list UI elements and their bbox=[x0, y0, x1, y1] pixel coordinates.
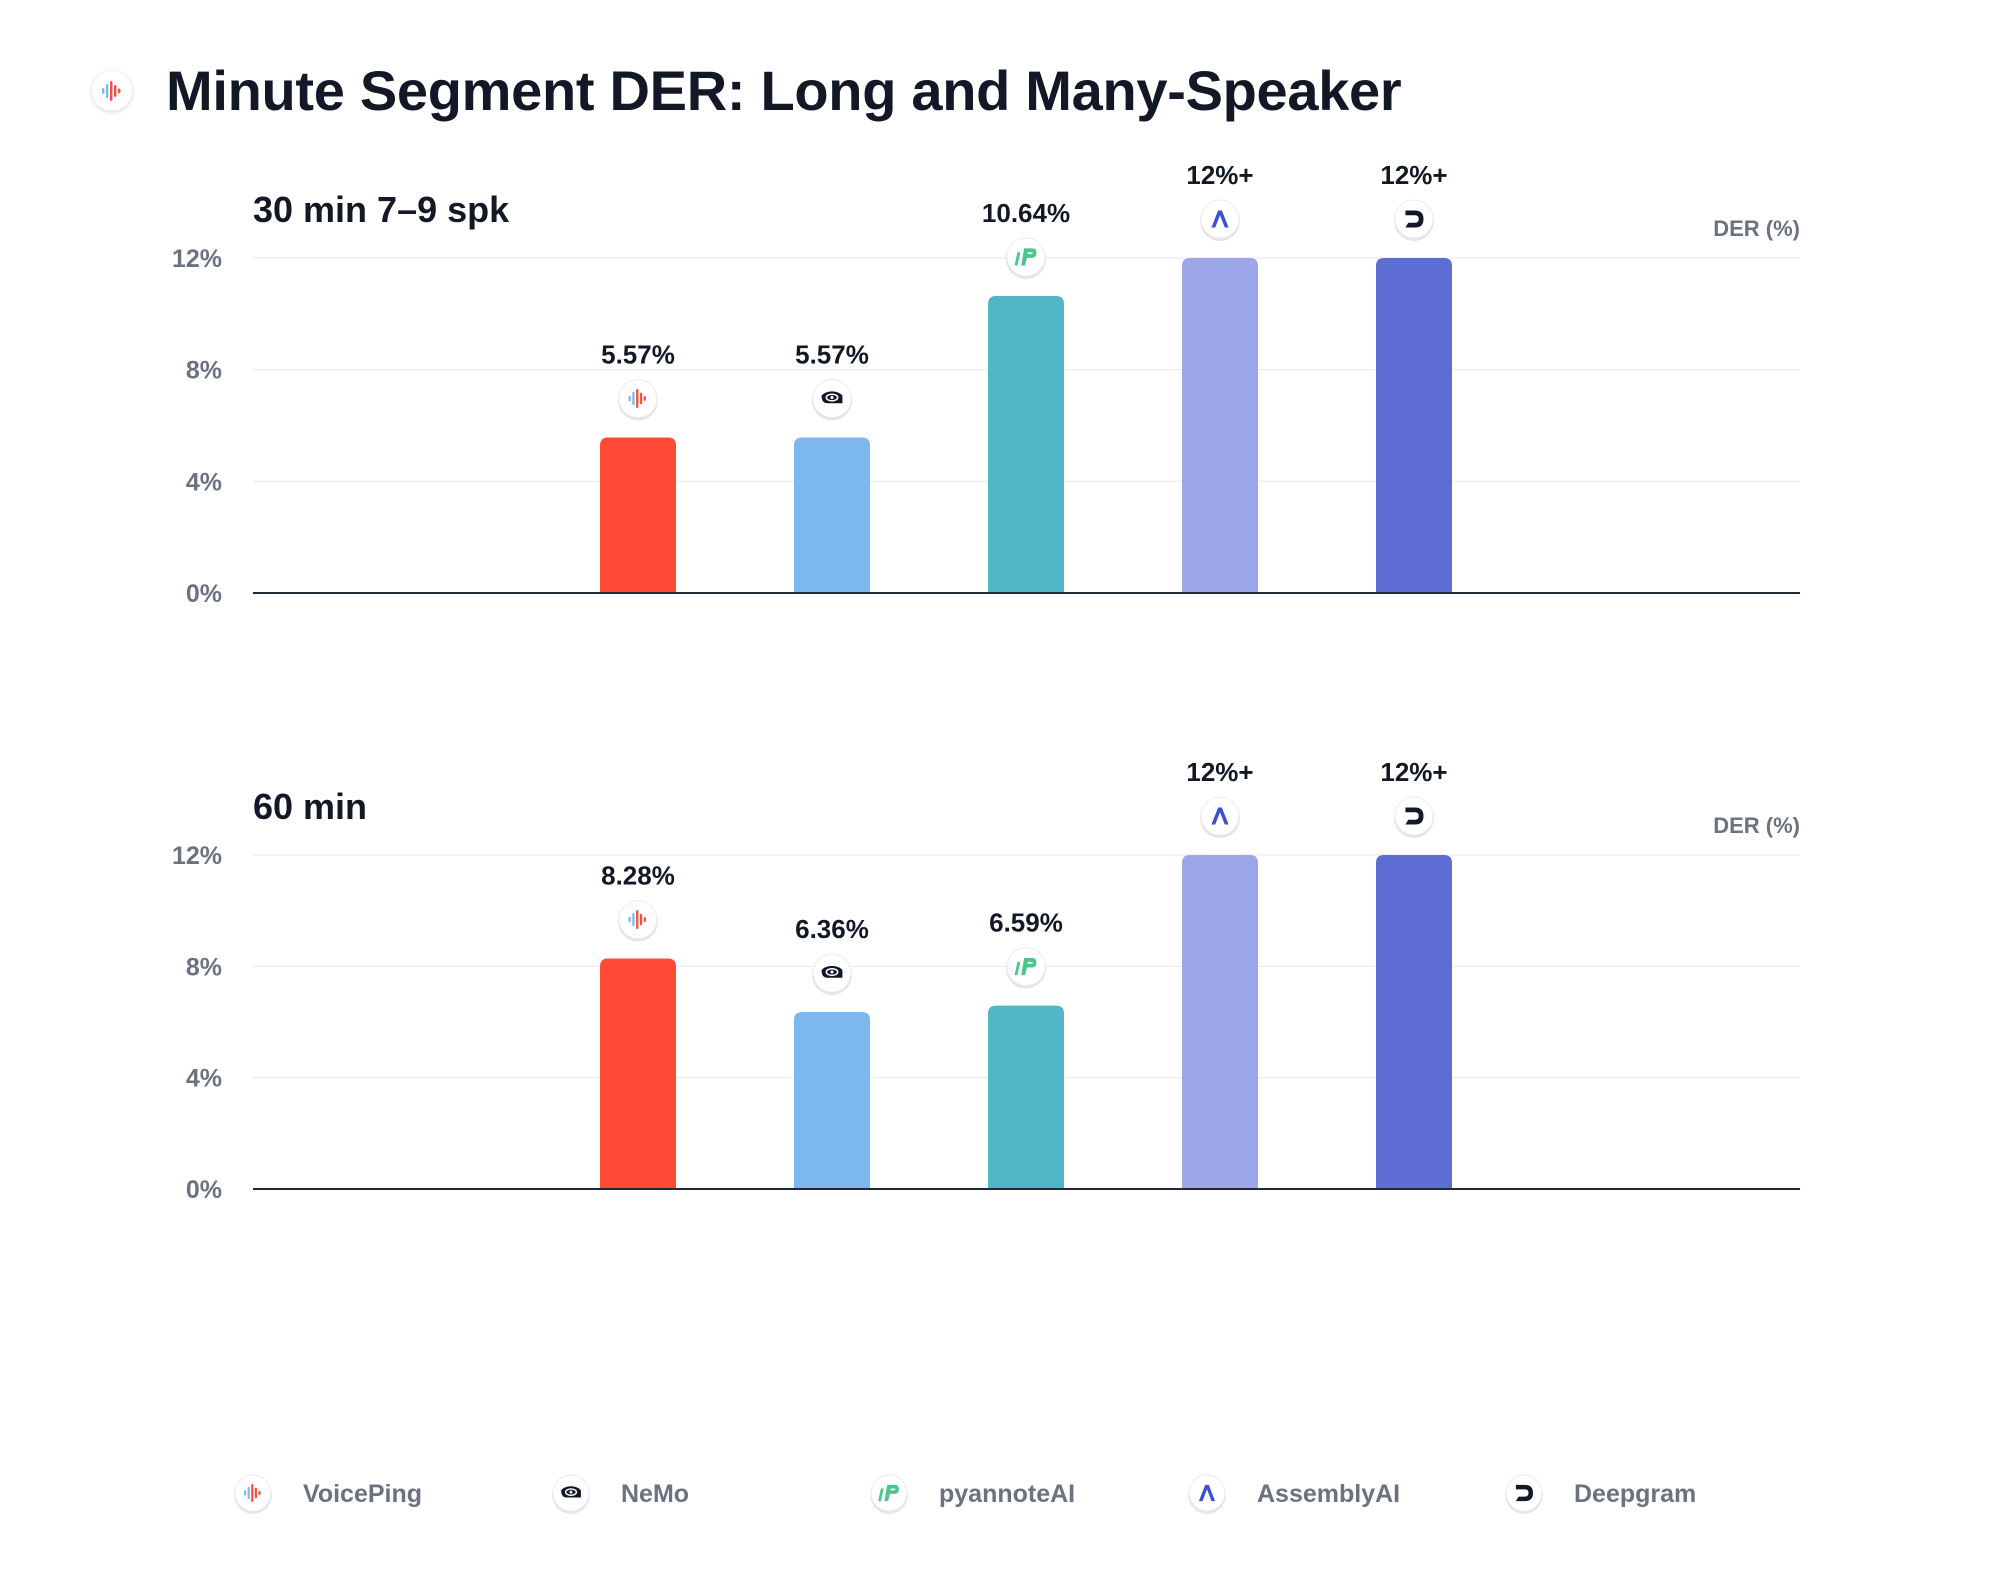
data-label: 6.36% bbox=[795, 914, 869, 944]
data-label: 12%+ bbox=[1186, 757, 1253, 787]
legend-label: NeMo bbox=[621, 1480, 689, 1508]
deepgram-icon bbox=[1394, 796, 1434, 838]
data-label: 12%+ bbox=[1186, 160, 1253, 190]
chart-title: Minute Segment DER: Long and Many-Speake… bbox=[166, 59, 1402, 122]
y-tick-label: 8% bbox=[186, 357, 222, 385]
data-label: 5.57% bbox=[601, 340, 675, 370]
y-tick-label: 0% bbox=[186, 580, 222, 608]
legend-item-voiceping: VoicePing bbox=[234, 1474, 422, 1514]
voiceping-icon bbox=[618, 900, 658, 942]
y-tick-label: 4% bbox=[186, 1065, 222, 1093]
bar-voiceping bbox=[600, 437, 676, 593]
panel-title: 60 min bbox=[253, 786, 367, 827]
assemblyai-icon bbox=[1200, 796, 1240, 838]
y-tick-label: 12% bbox=[172, 842, 222, 870]
bar-deepgram bbox=[1376, 258, 1452, 593]
chart-title-row: Minute Segment DER: Long and Many-Speake… bbox=[92, 58, 1402, 123]
legend: VoicePing NeMo pyannoteAI AssemblyAI Deepgra… bbox=[234, 1474, 1696, 1514]
data-label: 8.28% bbox=[601, 861, 675, 891]
voiceping-icon bbox=[234, 1474, 272, 1514]
legend-item-pyannoteai: pyannoteAI bbox=[870, 1474, 1075, 1514]
data-label: 12%+ bbox=[1380, 757, 1447, 787]
legend-label: pyannoteAI bbox=[939, 1480, 1075, 1508]
bar-nemo bbox=[794, 1011, 870, 1189]
bar-deepgram bbox=[1376, 855, 1452, 1189]
bar-assemblyai bbox=[1182, 258, 1258, 593]
data-label: 5.57% bbox=[795, 340, 869, 370]
bar-pyannoteai bbox=[988, 1005, 1064, 1189]
chart-panel-1: 30 min 7–9 spk DER (%) 0% 4% 8% 12% 5.57% 5.57%… bbox=[172, 160, 1800, 608]
bar-pyannoteai bbox=[988, 295, 1064, 593]
assemblyai-icon bbox=[1200, 199, 1240, 241]
voiceping-icon bbox=[92, 70, 132, 111]
y-axis-label: DER (%) bbox=[1713, 813, 1800, 838]
legend-label: AssemblyAI bbox=[1257, 1480, 1400, 1508]
pyannoteai-icon bbox=[1006, 237, 1046, 279]
assemblyai-icon bbox=[1188, 1474, 1226, 1514]
legend-label: VoicePing bbox=[303, 1480, 422, 1508]
voiceping-icon bbox=[618, 379, 658, 421]
data-label: 12%+ bbox=[1380, 160, 1447, 190]
y-tick-label: 0% bbox=[186, 1176, 222, 1204]
y-tick-label: 4% bbox=[186, 468, 222, 496]
data-label: 6.59% bbox=[989, 908, 1063, 938]
legend-item-assemblyai: AssemblyAI bbox=[1188, 1474, 1400, 1514]
deepgram-icon bbox=[1505, 1474, 1543, 1514]
pyannoteai-icon bbox=[1006, 947, 1046, 989]
bar-assemblyai bbox=[1182, 855, 1258, 1189]
nemo-icon bbox=[812, 379, 852, 421]
y-axis-label: DER (%) bbox=[1713, 216, 1800, 241]
nemo-icon bbox=[812, 953, 852, 995]
panel-title: 30 min 7–9 spk bbox=[253, 189, 510, 230]
bar-voiceping bbox=[600, 958, 676, 1189]
legend-item-deepgram: Deepgram bbox=[1505, 1474, 1696, 1514]
bar-nemo bbox=[794, 437, 870, 593]
y-tick-label: 12% bbox=[172, 245, 222, 273]
chart-panel-2: 60 min DER (%) 0% 4% 8% 12% 8.28% 6.36% 6.59% 12%… bbox=[172, 757, 1800, 1204]
deepgram-icon bbox=[1394, 199, 1434, 241]
legend-item-nemo: NeMo bbox=[552, 1474, 689, 1514]
pyannoteai-icon bbox=[870, 1474, 908, 1514]
nemo-icon bbox=[552, 1474, 590, 1514]
y-tick-label: 8% bbox=[186, 953, 222, 981]
data-label: 10.64% bbox=[982, 198, 1070, 228]
legend-label: Deepgram bbox=[1574, 1480, 1696, 1508]
